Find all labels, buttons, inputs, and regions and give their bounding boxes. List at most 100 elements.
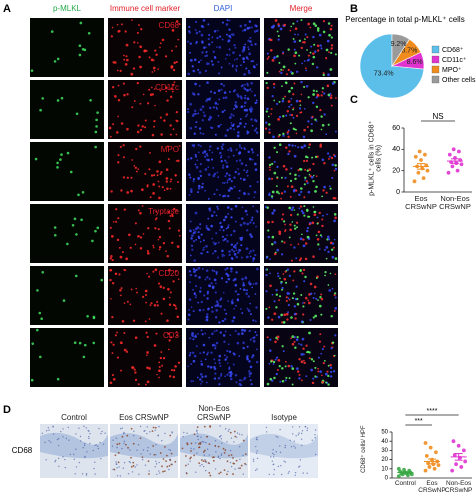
cell-dot (224, 268, 227, 271)
panel-label: D (3, 404, 11, 416)
cell-dot (232, 154, 235, 157)
cell-dot (212, 50, 215, 53)
cell-dot (189, 126, 193, 130)
cell-dot (256, 131, 259, 134)
nucleus (287, 472, 290, 474)
cell-dot (236, 58, 238, 60)
cell-dot (168, 375, 172, 378)
cell-dot (240, 332, 244, 335)
cell-dot (305, 159, 309, 163)
cell-dot (219, 305, 223, 308)
cell-dot (112, 378, 116, 381)
cell-dot (314, 375, 317, 378)
cell-dot (205, 269, 209, 272)
data-point (451, 439, 456, 444)
stain-dot (209, 474, 212, 477)
nucleus (284, 461, 287, 463)
cell-dot (250, 60, 253, 63)
nucleus (314, 453, 317, 456)
nucleus (279, 451, 282, 454)
cell-dot (306, 49, 308, 51)
cell-dot (229, 127, 232, 130)
cell-dot (334, 216, 337, 220)
cell-dot (301, 233, 303, 236)
cell-dot (194, 163, 197, 166)
cell-dot (130, 189, 133, 193)
cell-dot (230, 121, 233, 124)
cell-dot (158, 369, 161, 373)
cell-dot (305, 375, 308, 378)
cell-dot (123, 54, 125, 57)
cell-dot (204, 358, 207, 361)
cell-dot (302, 313, 305, 316)
cell-dot (250, 218, 254, 222)
cell-dot (66, 151, 70, 155)
cell-dot (73, 217, 77, 221)
cell-dot (158, 366, 161, 369)
cell-dot (292, 116, 295, 119)
stain-dot (193, 454, 196, 457)
cell-dot (229, 147, 232, 150)
cell-dot (295, 99, 299, 103)
cell-dot (321, 347, 324, 351)
cell-dot (89, 98, 92, 102)
cell-dot (232, 114, 235, 117)
cell-dot (165, 180, 168, 183)
cell-dot (332, 246, 335, 249)
cell-dot (176, 181, 179, 183)
cell-dot (331, 176, 334, 179)
cell-dot (167, 211, 170, 214)
cell-dot (154, 218, 157, 221)
cell-dot (73, 341, 77, 345)
cell-dot (116, 331, 118, 334)
cell-dot (289, 213, 293, 217)
cell-dot (281, 85, 283, 87)
cell-dot (307, 190, 311, 194)
cell-dot (255, 209, 258, 212)
cell-dot (118, 246, 121, 249)
cell-dot (119, 69, 122, 73)
cell-dot (255, 333, 258, 337)
cell-dot (71, 223, 75, 227)
cell-dot (285, 299, 288, 303)
cell-dot (225, 280, 228, 284)
cell-dot (194, 112, 197, 115)
cell-dot (308, 146, 310, 149)
cell-dot (229, 267, 233, 271)
stain-dot (242, 439, 245, 442)
cell-dot (194, 334, 197, 336)
cell-dot (171, 214, 174, 218)
cell-dot (173, 61, 176, 65)
cell-dot (204, 375, 207, 378)
cell-dot (211, 269, 214, 272)
stain-dot (152, 445, 155, 447)
cell-dot (202, 308, 205, 311)
cell-dot (167, 145, 169, 148)
cell-dot (30, 378, 34, 382)
nucleus (272, 463, 274, 466)
cell-dot (234, 46, 237, 49)
cell-dot (332, 196, 335, 200)
cell-dot (111, 282, 115, 285)
micrograph (108, 204, 182, 263)
cell-dot (234, 220, 237, 223)
cell-dot (246, 213, 249, 216)
nucleus (142, 458, 144, 461)
nucleus (154, 466, 156, 468)
stain-dot (121, 435, 124, 438)
cell-dot (302, 305, 305, 308)
cell-dot (219, 364, 222, 367)
cell-dot (207, 365, 210, 368)
cell-dot (147, 227, 150, 230)
cell-dot (264, 127, 268, 130)
cell-dot (199, 145, 202, 148)
stain-dot (154, 426, 157, 429)
legend-swatch (431, 65, 440, 74)
nucleus (288, 471, 290, 473)
y-tick-label: 40 (392, 146, 400, 153)
data-point (463, 459, 468, 464)
cell-dot (233, 185, 236, 188)
cell-dot (134, 336, 138, 340)
cell-dot (246, 229, 249, 232)
